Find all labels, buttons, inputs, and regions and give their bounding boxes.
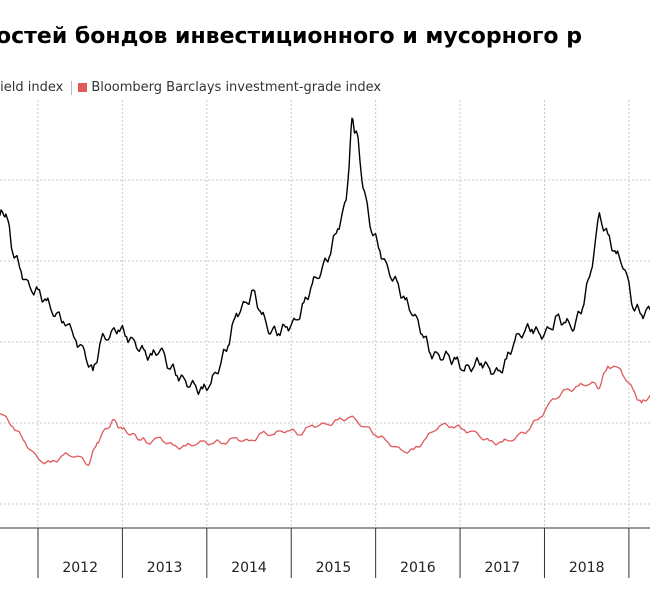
legend-label-high-yield: -yield index (0, 80, 64, 95)
x-tick-label-2013: 2013 (147, 560, 183, 576)
legend-label-investment-grade: Bloomberg Barclays investment-grade inde… (91, 80, 382, 95)
legend-item-high-yield: -yield index (0, 80, 63, 95)
chart-legend: -yield index Bloomberg Barclays investme… (0, 80, 389, 95)
x-tick-label-2018: 2018 (569, 560, 605, 576)
x-tick-label-2015: 2015 (316, 560, 352, 576)
series-line-investment-grade (0, 365, 650, 466)
legend-swatch-investment-grade (78, 83, 88, 92)
x-tick-label-2014: 2014 (231, 560, 267, 576)
series-line-high-yield (0, 117, 650, 396)
x-tick-label-2016: 2016 (400, 560, 436, 576)
x-tick-label-2017: 2017 (484, 560, 520, 576)
legend-item-investment-grade: Bloomberg Barclays investment-grade inde… (78, 80, 381, 95)
x-tick-label-2012: 2012 (62, 560, 98, 576)
chart-title: остей бондов инвестиционного и мусорного… (0, 24, 582, 49)
legend-separator (71, 80, 73, 95)
